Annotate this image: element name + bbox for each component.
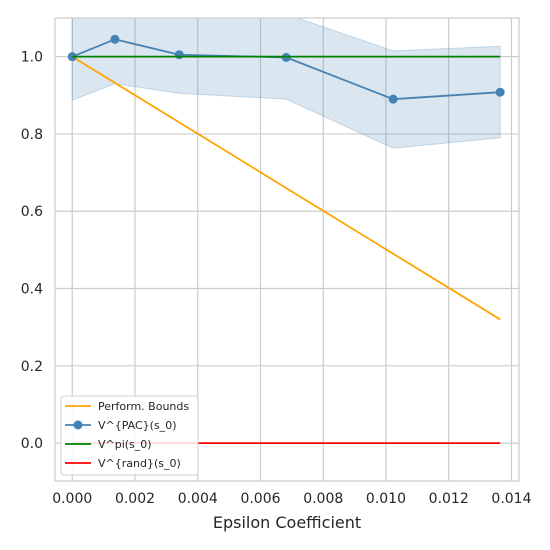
data-point (388, 94, 398, 104)
x-tick-label: 0.008 (303, 491, 343, 507)
plot-frame (54, 17, 520, 482)
x-tick-label: 0.000 (52, 491, 92, 507)
legend-label: V^{PAC}(s_0) (98, 419, 177, 432)
y-tick-label: 0.4 (21, 282, 43, 298)
y-tick-label: 0.2 (21, 359, 43, 375)
y-tick-label: 0.8 (21, 127, 43, 143)
y-tick-label: 1.0 (21, 50, 43, 66)
x-tick-label: 0.006 (240, 491, 280, 507)
x-tick-label: 0.004 (178, 491, 218, 507)
y-tick-label: 0.6 (21, 204, 43, 220)
x-tick-label: 0.014 (491, 491, 531, 507)
series-line-perform-bounds (71, 55, 501, 321)
data-point (110, 34, 120, 44)
tick-labels: 0.000 0.002 0.004 0.006 0.008 0.010 0.012 0.014… (21, 50, 532, 507)
data-point (495, 87, 505, 97)
x-tick-label: 0.002 (115, 491, 155, 507)
y-tick-label: 0.0 (21, 436, 43, 452)
data-layer (67, 18, 505, 445)
legend: Perform. Bounds V^{PAC}(s_0) V^pi(s_0) V^{r… (60, 395, 199, 476)
legend-box (60, 395, 199, 476)
legend-label: V^pi(s_0) (98, 438, 152, 451)
legend-label: V^{rand}(s_0) (98, 457, 181, 470)
legend-marker (73, 420, 83, 430)
x-tick-label: 0.010 (366, 491, 406, 507)
x-axis-label: Epsilon Coefficient (213, 513, 361, 532)
data-point (174, 50, 184, 60)
legend-label: Perform. Bounds (98, 400, 189, 413)
x-tick-label: 0.012 (429, 491, 469, 507)
